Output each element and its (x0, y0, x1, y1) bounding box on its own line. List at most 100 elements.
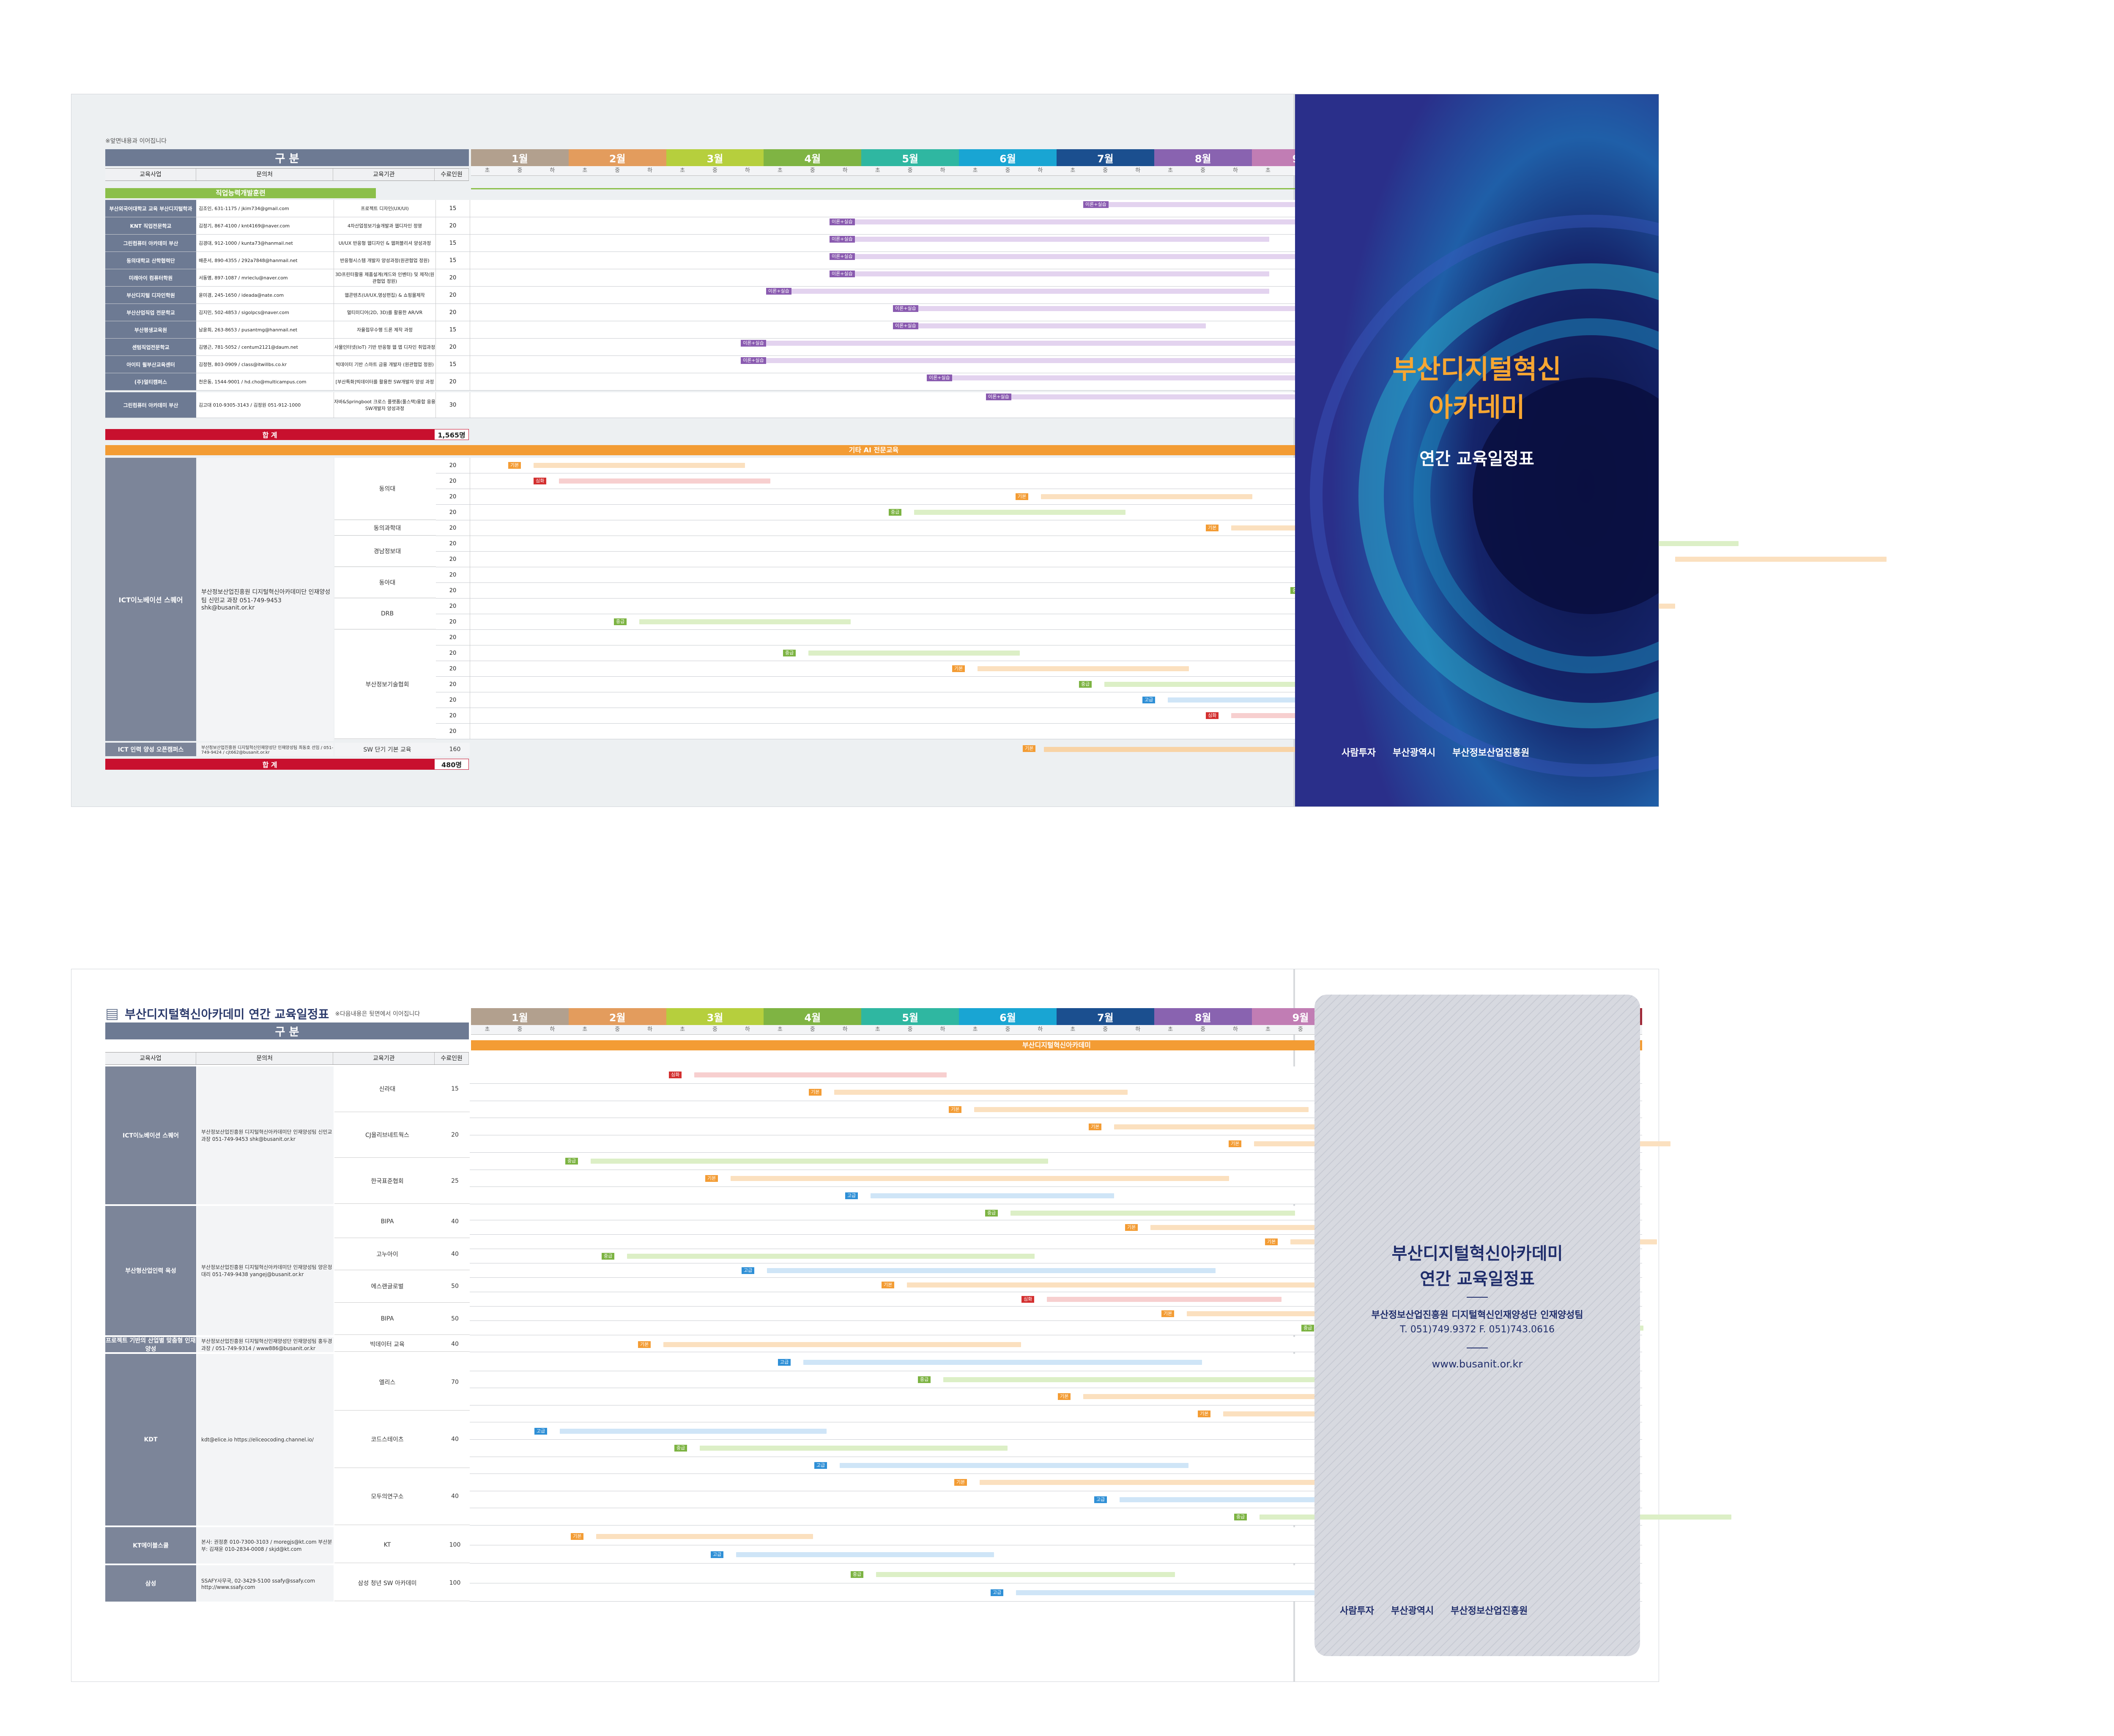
institution-name: 그린컴퓨터 아카데미 부산 (105, 392, 196, 418)
month-7: 7월 (1056, 1008, 1154, 1025)
ict-count: 20 (436, 630, 470, 645)
month-subdivision: 중 (1298, 1026, 1303, 1033)
cover-title-line2: 아카데미 (1428, 392, 1525, 423)
month-subdivision: 하 (842, 1026, 848, 1033)
bottom-title: 부산디지털혁신아카데미 연간 교육일정표 (125, 1007, 329, 1021)
academy-group-label: 프로젝트 기반의 산업별 맞춤형 인재 양성 (105, 1337, 196, 1353)
month-subdivision: 하 (940, 1026, 945, 1033)
bottom-col-program: 교육사업 (105, 1053, 196, 1064)
ict-count: 20 (436, 677, 470, 692)
schedule-bar (846, 237, 1269, 242)
academy-gantt-area: 중급 (470, 1371, 1642, 1388)
ict-level-tag: 중급 (1079, 681, 1092, 688)
course-count: 20 (436, 304, 470, 321)
institution-name: 아이티 윌부산교육센터 (105, 356, 196, 373)
academy-gantt-area: 고급 (470, 1457, 1642, 1474)
contact-info: 서동명, 897-1087 / mrieclu@naver.com (196, 269, 334, 286)
academy-level-tag: 기본 (705, 1175, 718, 1182)
academy-level-tag: 중급 (1234, 1513, 1247, 1520)
back-url[interactable]: www.busanit.or.kr (1432, 1358, 1523, 1370)
academy-institution: BIPA (334, 1206, 436, 1238)
month-subdivision: 중 (907, 167, 913, 174)
back-cover-pattern (1314, 995, 1640, 1656)
back-divider (1467, 1297, 1488, 1298)
ict-contact: 부산정보산업진흥원 디지털혁신아카데미단 인재양성팀 신민교 과장 051-74… (197, 458, 334, 741)
academy-level-tag: 중급 (674, 1445, 687, 1452)
academy-group-label: 부산형산업인력 육성 (105, 1206, 196, 1335)
academy-level-tag: 고급 (991, 1589, 1004, 1596)
level-tag: 이론+실습 (893, 305, 918, 312)
ict-count: 20 (436, 599, 470, 614)
course-count: 30 (436, 392, 470, 418)
academy-schedule-bar (840, 1463, 1188, 1468)
academy-institution: 한국표준협회 (334, 1158, 436, 1204)
academy-institution: KT (334, 1527, 436, 1563)
course-name: [부산특화]빅데이터를 활용한 SW개발자 양성 과정 (334, 373, 436, 390)
course-name: UI/UX 반응형 웹디자인 & 웹퍼블리셔 양성과정 (334, 235, 436, 252)
month-subdivision: 하 (550, 167, 555, 174)
contact-info: 김경대, 912-1000 / kunta73@hanmail.net (196, 235, 334, 252)
ict-schedule-bar (534, 463, 745, 468)
month-8: 8월 (1154, 149, 1252, 166)
level-tag: 이론+실습 (741, 357, 766, 364)
month-subdivision: 하 (550, 1026, 555, 1033)
month-subdivision: 초 (582, 167, 588, 174)
month-3: 3월 (666, 149, 764, 166)
month-subdivision: 중 (615, 167, 620, 174)
academy-count: 40 (436, 1468, 470, 1525)
level-tag: 이론+실습 (893, 323, 918, 329)
academy-institution: 빅데이터 교육 (334, 1337, 436, 1352)
institution-name: 센텀직업전문학교 (105, 339, 196, 355)
grand-total: 합 계 480명 (105, 759, 469, 770)
schedule-bar (758, 341, 1312, 346)
total-label: 합 계 (105, 759, 435, 770)
course-count: 20 (436, 287, 470, 303)
month-subdivision: 초 (1070, 167, 1076, 174)
month-subdivision: 중 (907, 1026, 913, 1033)
ict-schedule-bar (808, 651, 1020, 656)
academy-schedule-bar (980, 1480, 1369, 1485)
academy-gantt-area: 고급 (470, 1187, 1642, 1204)
ict-schedule-bar (914, 510, 1125, 515)
open-campus-count: 160 (436, 743, 470, 756)
academy-level-tag: 중급 (918, 1376, 931, 1383)
ict-schedule-bar (978, 666, 1189, 671)
contact-info: 김지민, 502-4853 / sigolpcs@naver.com (196, 304, 334, 321)
academy-level-tag: 고급 (814, 1462, 827, 1469)
academy-gantt-area: 심화 (470, 1292, 1642, 1306)
month-subdivision: 하 (842, 167, 848, 174)
course-count: 20 (436, 269, 470, 286)
academy-institution: 모두의연구소 (334, 1468, 436, 1525)
subtotal-label: 합 계 (105, 429, 435, 440)
academy-group-contact: kdt@elice.io https://eliceocoding.channe… (197, 1354, 334, 1525)
month-subdivision: 하 (1233, 167, 1238, 174)
academy-schedule-bar (700, 1446, 1008, 1451)
academy-level-tag: 기본 (1089, 1123, 1102, 1130)
academy-gantt-area: 기본 (470, 1101, 1642, 1118)
academy-gantt-area: 중급 (470, 1440, 1642, 1457)
academy-level-tag: 심화 (1021, 1296, 1035, 1303)
total-value: 480명 (434, 759, 469, 770)
academy-group-contact: 부산정보산업진흥원 디지털혁신아카데미단 인재양성팀 양은정 대리 051-74… (197, 1206, 334, 1335)
month-6: 6월 (959, 1008, 1057, 1025)
month-4: 4월 (764, 1008, 862, 1025)
level-tag: 이론+실습 (830, 271, 855, 277)
course-name: 반응형시스템 개발자 양성과정(원관협업 정원) (334, 252, 436, 269)
month-subdivision: 초 (680, 167, 685, 174)
month-subdivision: 중 (615, 1026, 620, 1033)
academy-level-tag: 기본 (1161, 1310, 1175, 1317)
month-subdivision: 중 (810, 167, 815, 174)
bottom-col-contact: 문의처 (196, 1053, 334, 1064)
academy-gantt-area: 기본 (470, 1084, 1642, 1101)
ict-gantt-area: 중급 (470, 677, 1642, 692)
academy-count: 40 (436, 1411, 470, 1468)
schedule-bar (910, 323, 1206, 328)
ict-schedule-bar (1675, 557, 1887, 562)
academy-level-tag: 고급 (845, 1192, 858, 1199)
cover-swirl-graphic (1295, 94, 1659, 806)
academy-gantt-area: 고급 (470, 1583, 1642, 1601)
month-subdivision: 하 (1135, 167, 1141, 174)
course-name: 사물인터넷(IoT) 기반 반응형 웹 앱 디자인 취업과정 (334, 339, 436, 355)
academy-group-label: KT에이블스쿨 (105, 1527, 196, 1564)
course-count: 20 (436, 339, 470, 355)
